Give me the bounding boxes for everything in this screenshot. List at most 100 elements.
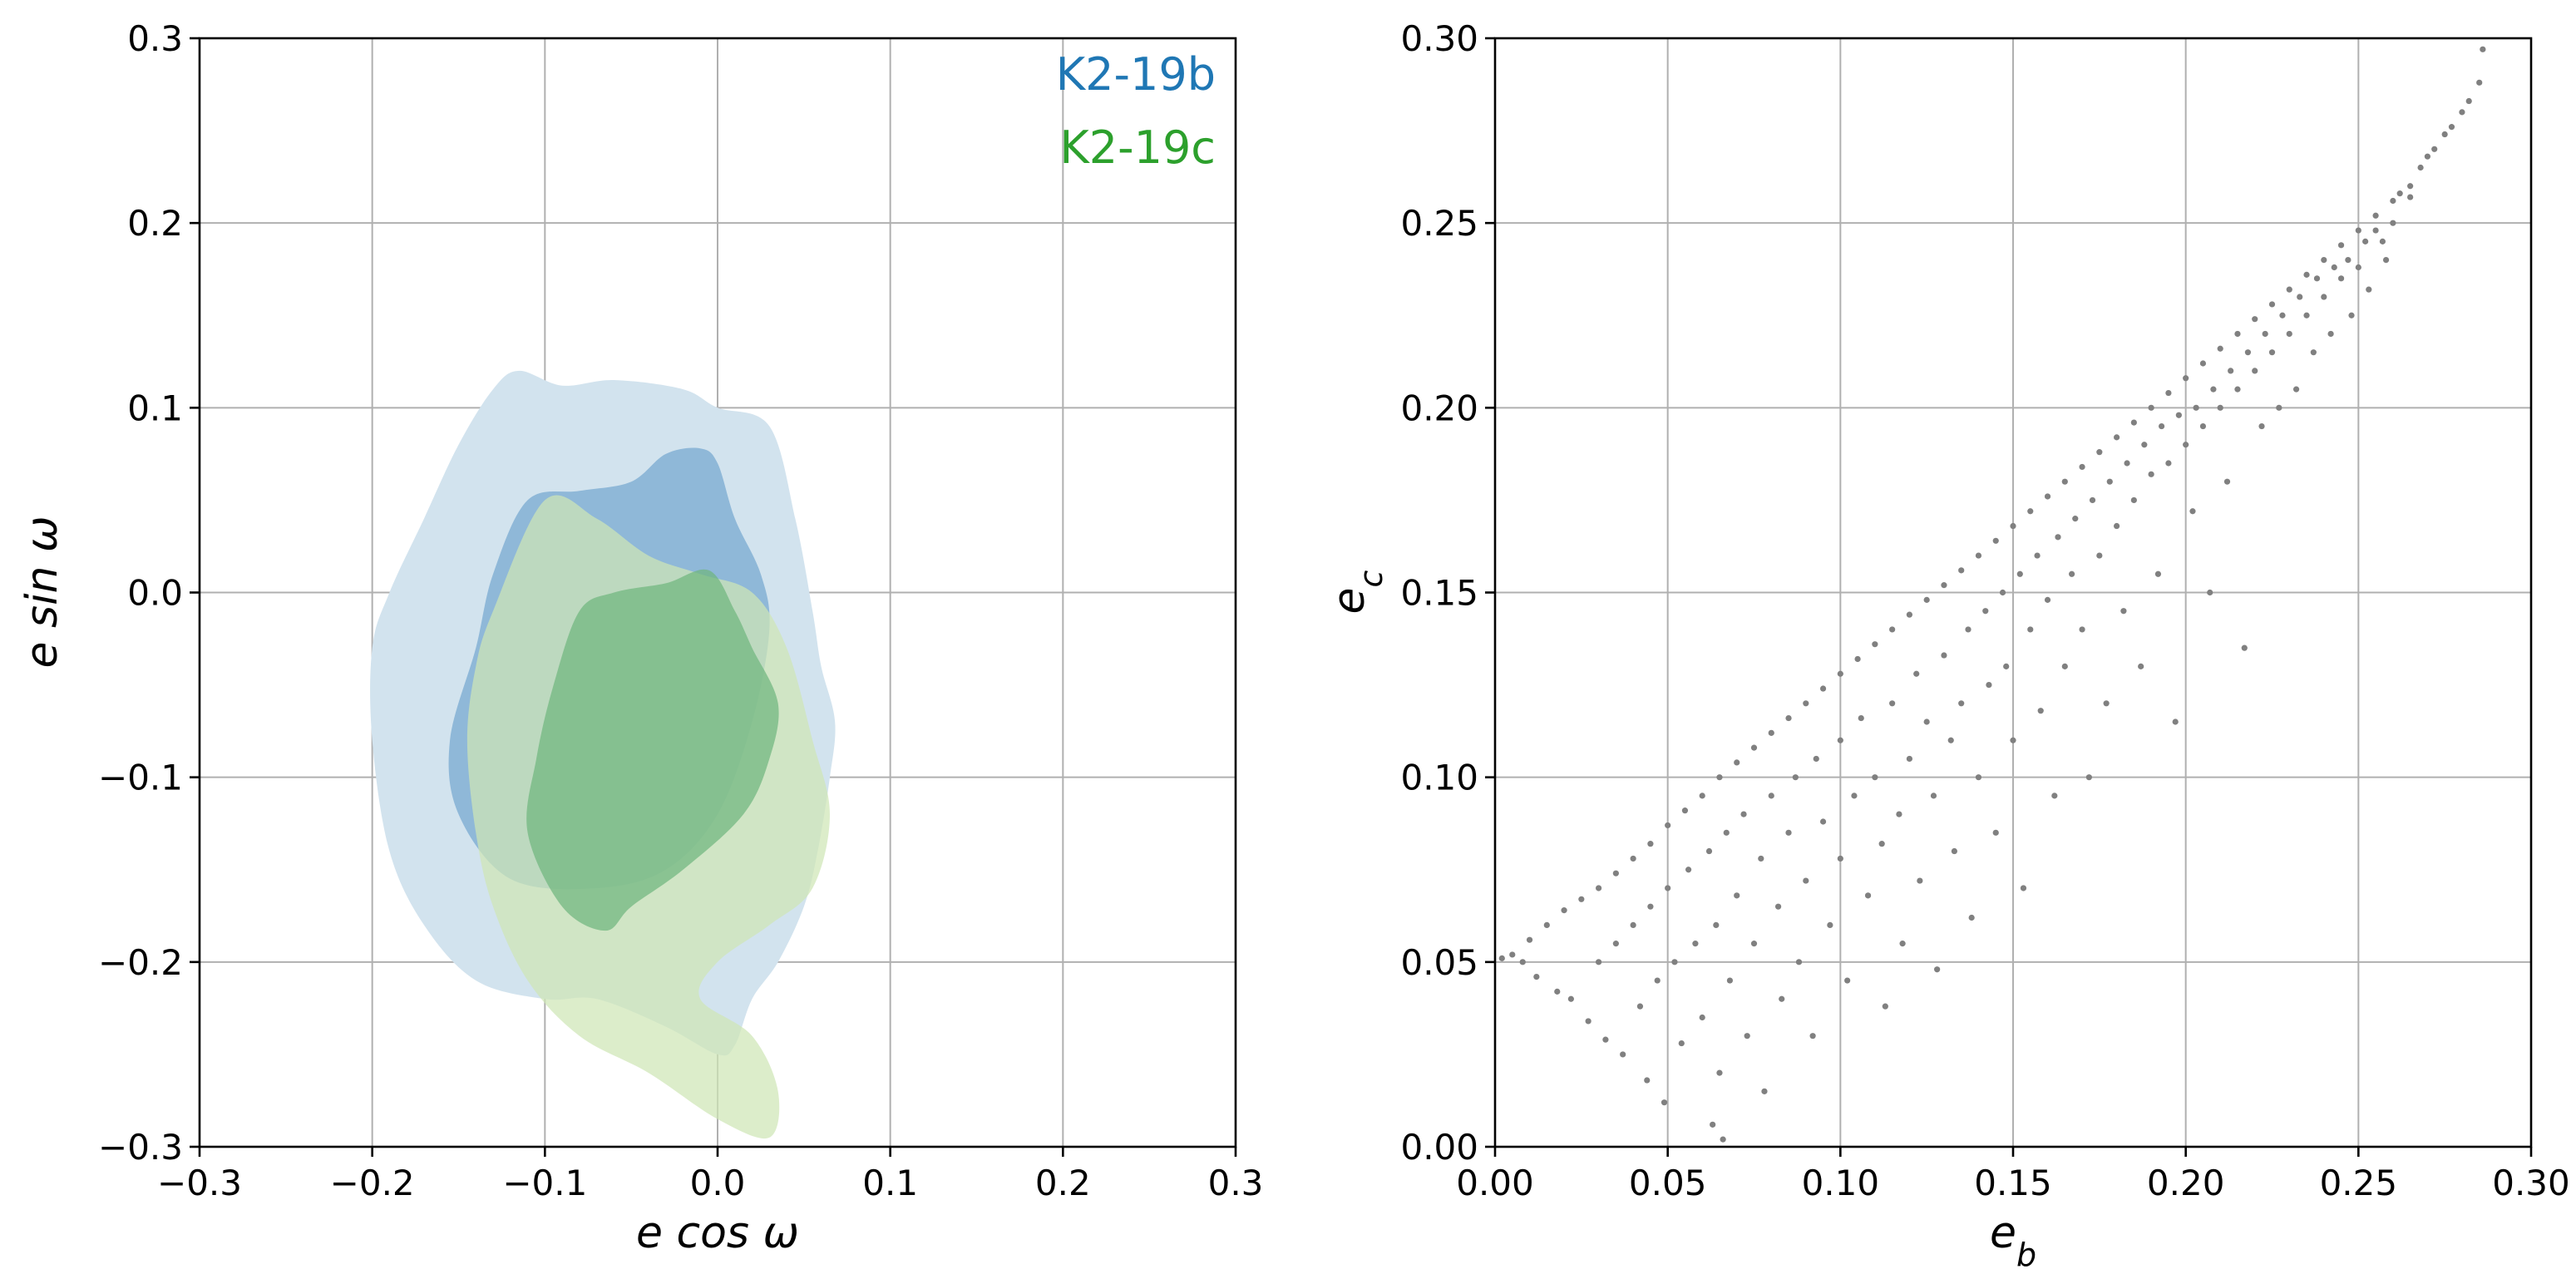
scatter-point <box>1872 774 1878 781</box>
scatter-point <box>2079 463 2085 471</box>
scatter-point <box>1710 1121 1716 1128</box>
scatter-point <box>1644 1077 1651 1084</box>
scatter-point <box>1734 892 1740 899</box>
scatter-point <box>2027 508 2034 515</box>
scatter-point <box>1620 1051 1626 1058</box>
right-x-tick-label: 0.15 <box>1974 1163 2052 1203</box>
scatter-point <box>2348 312 2355 319</box>
scatter-point <box>1975 774 1982 781</box>
scatter-point <box>2154 570 2162 577</box>
right-x-tick-label: 0.10 <box>1802 1163 1880 1203</box>
scatter-point <box>1803 700 1809 707</box>
scatter-point <box>2183 375 2189 382</box>
scatter-point <box>1872 641 1878 648</box>
scatter-point <box>1913 670 1920 677</box>
scatter-point <box>2355 264 2361 271</box>
scatter-point <box>2279 312 2286 319</box>
scatter-point <box>1951 847 1957 855</box>
scatter-point <box>2321 257 2327 264</box>
right-ticks: 0.00 0.05 0.10 0.15 0.20 0.25 0.30 0.00 0.05 0.10… <box>1400 18 2569 1203</box>
scatter-point <box>1968 914 1975 921</box>
left-y-tick-label: −0.3 <box>98 1127 183 1168</box>
scatter-point <box>1750 744 1758 751</box>
scatter-point <box>1941 652 1947 659</box>
left-x-tick-label: −0.3 <box>157 1163 242 1203</box>
scatter-point <box>2055 534 2061 541</box>
scatter-point <box>1982 608 1989 615</box>
scatter-point <box>1774 903 1782 910</box>
scatter-point <box>2210 386 2217 393</box>
left-ticks: −0.3 −0.2 −0.1 0.0 0.1 0.2 0.3 −0.3 −0.2 −0.1 0.0 0… <box>98 18 1263 1203</box>
scatter-point <box>1716 774 1723 781</box>
scatter-point <box>1699 793 1705 799</box>
scatter-point <box>1699 1014 1705 1021</box>
scatter-point <box>2337 242 2345 249</box>
scatter-point <box>1844 977 1851 984</box>
scatter-point <box>1999 589 2006 596</box>
scatter-point <box>1526 936 1533 943</box>
scatter-point <box>1612 941 1619 947</box>
scatter-point <box>1858 714 1864 722</box>
right-x-tick-label: 0.00 <box>1456 1163 1534 1203</box>
scatter-point <box>1934 966 1941 973</box>
right-y-tick-label: 0.30 <box>1400 18 1478 59</box>
scatter-point <box>1958 567 1965 574</box>
scatter-point <box>1851 793 1858 799</box>
scatter-point <box>2321 294 2327 300</box>
scatter-point <box>1882 1003 1888 1010</box>
scatter-point <box>2114 522 2120 530</box>
right-y-tick-label: 0.15 <box>1400 573 1478 614</box>
scatter-point <box>1930 793 1937 799</box>
left-x-tick-label: 0.0 <box>690 1163 746 1203</box>
scatter-point <box>1906 611 1912 618</box>
scatter-point <box>2268 349 2276 356</box>
scatter-point <box>2193 404 2199 411</box>
scatter-point <box>1671 959 1678 965</box>
scatter-point <box>2234 330 2241 338</box>
scatter-point <box>1917 877 1923 884</box>
legend-entry-k2-19b: K2-19b <box>1056 48 1216 101</box>
scatter-point <box>2223 478 2231 485</box>
scatter-point <box>2407 183 2414 190</box>
scatter-point <box>1768 793 1774 799</box>
left-y-tick-label: 0.2 <box>127 203 183 244</box>
scatter-point <box>2199 422 2207 430</box>
scatter-point <box>2431 146 2438 152</box>
scatter-point <box>1647 841 1654 847</box>
scatter-point <box>2010 737 2016 743</box>
scatter-point <box>1636 1003 1644 1010</box>
scatter-point <box>2172 719 2179 725</box>
scatter-point <box>2476 79 2483 86</box>
scatter-point <box>1692 941 1699 947</box>
scatter-point <box>2441 131 2448 138</box>
right-x-tick-label: 0.30 <box>2492 1163 2570 1203</box>
scatter-point <box>2331 264 2337 271</box>
scatter-point <box>2165 389 2172 397</box>
scatter-point <box>2228 368 2234 374</box>
scatter-point <box>1889 626 1896 633</box>
scatter-point <box>2390 220 2396 226</box>
scatter-point <box>1965 626 1971 633</box>
scatter-point <box>2252 316 2258 323</box>
scatter-point <box>2158 422 2165 430</box>
scatter-point <box>2286 330 2292 338</box>
scatter-point <box>2061 663 2068 669</box>
scatter-point <box>1906 755 1912 763</box>
scatter-point <box>1533 974 1540 980</box>
right-panel-eb-ec: 0.00 0.05 0.10 0.15 0.20 0.25 0.30 0.00 0.05 0.10… <box>1325 18 2570 1273</box>
scatter-point <box>1744 1033 1750 1039</box>
scatter-point <box>2258 422 2265 430</box>
scatter-point <box>1819 818 1827 825</box>
scatter-point <box>2337 275 2345 282</box>
scatter-point <box>1740 811 1747 817</box>
scatter-point <box>2130 496 2137 504</box>
right-y-tick-label: 0.10 <box>1400 758 1478 798</box>
scatter-point <box>1612 870 1619 877</box>
scatter-point <box>1779 995 1785 1002</box>
scatter-point <box>1509 951 1516 958</box>
scatter-point <box>2465 97 2472 105</box>
scatter-point <box>1585 1018 1591 1025</box>
left-contour-regions <box>370 370 836 1139</box>
scatter-point <box>2252 368 2258 374</box>
